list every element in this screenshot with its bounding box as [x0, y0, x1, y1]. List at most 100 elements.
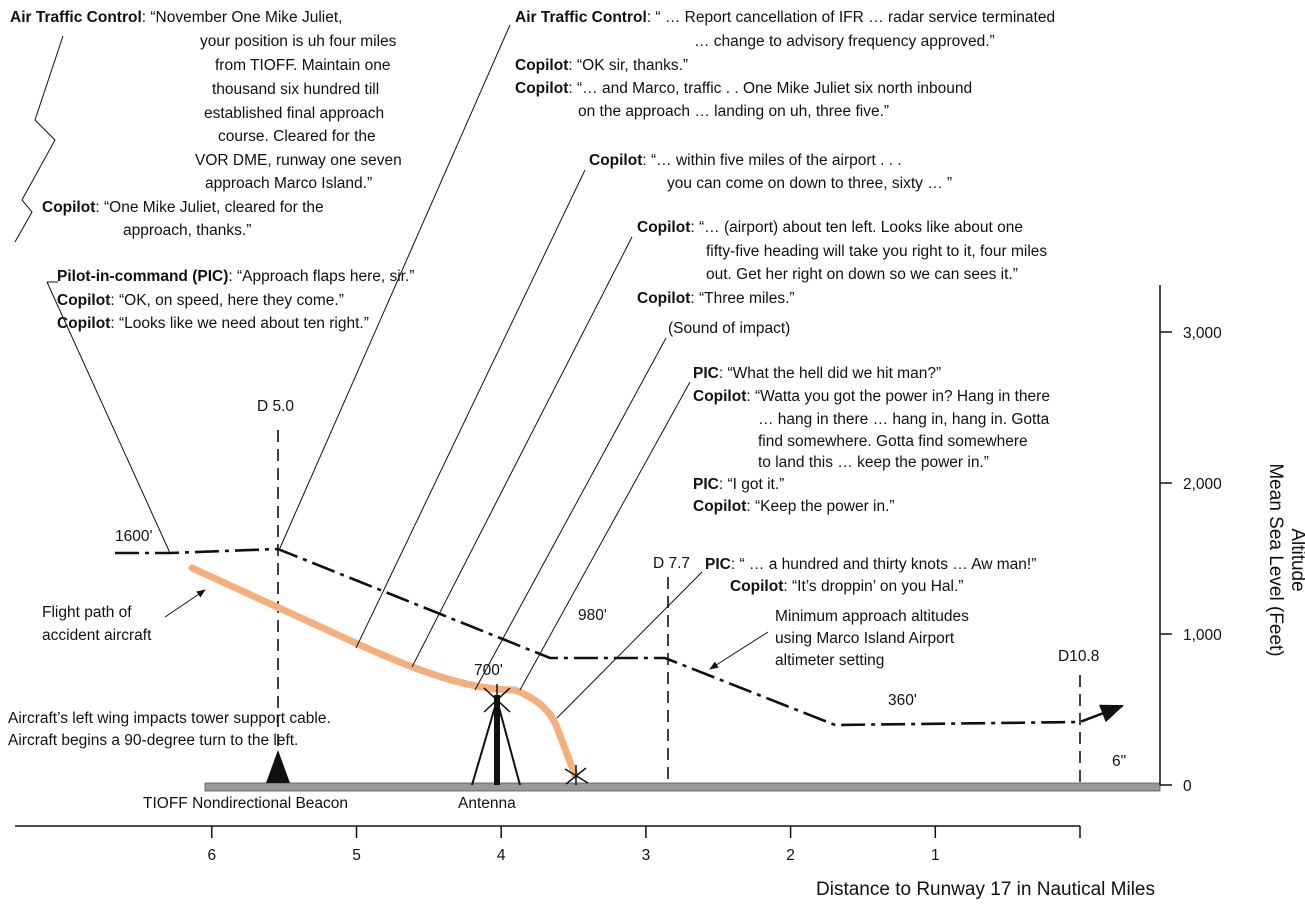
utterance: on the approach … landing on uh, three f…: [578, 103, 889, 120]
tick-label: 4: [497, 847, 506, 864]
tick-label: 2,000: [1183, 476, 1222, 493]
label: D 5.0: [257, 398, 294, 415]
speaker: Copilot: [637, 219, 690, 236]
utterance: find somewhere. Gotta find somewhere: [758, 433, 1028, 450]
transcript-line: PIC: “ … a hundred and thirty knots … Aw…: [705, 556, 1036, 573]
utterance: : “What the hell did we hit man?”: [719, 365, 941, 382]
fix-lines: [278, 430, 1080, 783]
utterance: approach Marco Island.”: [205, 175, 372, 192]
transcript-line: Copilot: “OK sir, thanks.”: [515, 57, 688, 74]
annotation: Copilot: “One Mike Juliet, cleared for t…: [42, 199, 324, 239]
speaker: Copilot: [57, 292, 110, 309]
label: 360': [888, 692, 917, 709]
speaker: Copilot: [515, 57, 568, 74]
utterance: : “One Mike Juliet, cleared for the: [95, 199, 323, 216]
label: TIOFF Nondirectional Beacon: [143, 795, 348, 812]
label: Flight path of: [42, 604, 132, 621]
utterance: : “OK, on speed, here they come.”: [110, 292, 343, 309]
transcript-line: Copilot: “Looks like we need about ten r…: [57, 315, 369, 332]
utterance: : “Looks like we need about ten right.”: [110, 315, 368, 332]
utterance: VOR DME, runway one seven: [195, 152, 402, 169]
utterance: (Sound of impact): [668, 320, 790, 337]
label: altimeter setting: [775, 652, 884, 669]
label: accident aircraft: [42, 627, 152, 644]
tick-label: 1: [931, 847, 940, 864]
transcript-line: Air Traffic Control: “November One Mike …: [10, 9, 342, 26]
speaker: Copilot: [693, 498, 746, 515]
transcript-line: … change to advisory frequency approved.…: [694, 33, 995, 50]
transcript-line: out. Get her right on down so we can see…: [706, 266, 1018, 283]
annotation: Copilot: “… (airport) about ten left. Lo…: [637, 219, 1047, 307]
annotation: Air Traffic Control: “November One Mike …: [10, 9, 402, 192]
speaker: Copilot: [42, 199, 95, 216]
antenna: [472, 695, 520, 785]
utterance: : “Approach flaps here, sir.”: [228, 268, 414, 285]
transcript-line: Pilot-in-command (PIC): “Approach flaps …: [57, 268, 414, 285]
transcript-line: Copilot: “One Mike Juliet, cleared for t…: [42, 199, 324, 216]
label: 980': [578, 607, 607, 624]
label: 6": [1112, 753, 1126, 770]
utterance: : “OK sir, thanks.”: [568, 57, 688, 74]
transcript-line: from TIOFF. Maintain one: [215, 57, 390, 74]
transcript-line: … hang in there … hang in, hang in. Gott…: [758, 411, 1050, 428]
speaker: Copilot: [589, 152, 642, 169]
tick-label: 5: [352, 847, 361, 864]
label: 1600': [115, 528, 152, 545]
label: Minimum approach altitudes: [775, 608, 969, 625]
utterance: : “Three miles.”: [690, 290, 794, 307]
annotation: Pilot-in-command (PIC): “Approach flaps …: [57, 268, 414, 332]
utterance: thousand six hundred till: [212, 81, 379, 98]
tick-label: 3,000: [1183, 325, 1222, 342]
label: D10.8: [1058, 648, 1099, 665]
content: Air Traffic Control: “November One Mike …: [8, 9, 1305, 900]
utterance: : “ … Report cancellation of IFR … radar…: [647, 9, 1055, 26]
transcript-line: fifty-five heading will take you right t…: [706, 243, 1047, 260]
transcript-line: Copilot: “… (airport) about ten left. Lo…: [637, 219, 1023, 236]
transcript-line: find somewhere. Gotta find somewhere: [758, 433, 1028, 450]
utterance: established final approach: [204, 105, 384, 122]
speaker: Copilot: [693, 388, 746, 405]
transcript-line: Copilot: “It’s droppin’ on you Hal.”: [730, 578, 963, 595]
utterance: … change to advisory frequency approved.…: [694, 33, 995, 50]
transcript-line: Air Traffic Control: “ … Report cancella…: [515, 9, 1055, 26]
transcript-line: established final approach: [204, 105, 384, 122]
axis-title: Altitude: [1287, 528, 1305, 591]
utterance: : “ … a hundred and thirty knots … Aw ma…: [731, 556, 1037, 573]
transcript-line: you can come on down to three, sixty … ”: [667, 175, 952, 192]
speaker: Copilot: [637, 290, 690, 307]
utterance: fifty-five heading will take you right t…: [706, 243, 1047, 260]
transcript-line: approach Marco Island.”: [205, 175, 372, 192]
utterance: : “November One Mike Juliet,: [142, 9, 343, 26]
annotation: PIC: “ … a hundred and thirty knots … Aw…: [705, 556, 1036, 595]
speaker: Pilot-in-command (PIC): [57, 268, 228, 285]
annotation: (Sound of impact): [668, 320, 790, 337]
transcript-line: Copilot: “… and Marco, traffic . . One M…: [515, 80, 972, 97]
tick-label: 0: [1183, 778, 1192, 795]
transcript-line: course. Cleared for the: [218, 128, 376, 145]
utterance: : “… (airport) about ten left. Looks lik…: [690, 219, 1023, 236]
ground: [205, 783, 1160, 791]
speaker: Copilot: [515, 80, 568, 97]
utterance: course. Cleared for the: [218, 128, 376, 145]
label: using Marco Island Airport: [775, 630, 955, 647]
utterance: : “It’s droppin’ on you Hal.”: [783, 578, 963, 595]
utterance: : “… within five miles of the airport . …: [642, 152, 901, 169]
label: 700': [474, 662, 503, 679]
utterance: out. Get her right on down so we can see…: [706, 266, 1018, 283]
speaker: Copilot: [57, 315, 110, 332]
transcript-line: PIC: “What the hell did we hit man?”: [693, 365, 941, 382]
transcript-line: on the approach … landing on uh, three f…: [578, 103, 889, 120]
transcript-line: Copilot: “… within five miles of the air…: [589, 152, 902, 169]
utterance: : “Keep the power in.”: [746, 498, 894, 515]
transcript-line: VOR DME, runway one seven: [195, 152, 402, 169]
transcript-line: thousand six hundred till: [212, 81, 379, 98]
transcript-line: PIC: “I got it.”: [693, 476, 784, 493]
transcript-line: (Sound of impact): [668, 320, 790, 337]
utterance: approach, thanks.”: [123, 222, 251, 239]
utterance: : “… and Marco, traffic . . One Mike Jul…: [568, 80, 972, 97]
label: D 7.7: [653, 555, 690, 572]
speaker: PIC: [693, 476, 719, 493]
tick-label: 2: [786, 847, 795, 864]
annotation: Copilot: “… within five miles of the air…: [589, 152, 952, 192]
utterance: you can come on down to three, sixty … ”: [667, 175, 952, 192]
